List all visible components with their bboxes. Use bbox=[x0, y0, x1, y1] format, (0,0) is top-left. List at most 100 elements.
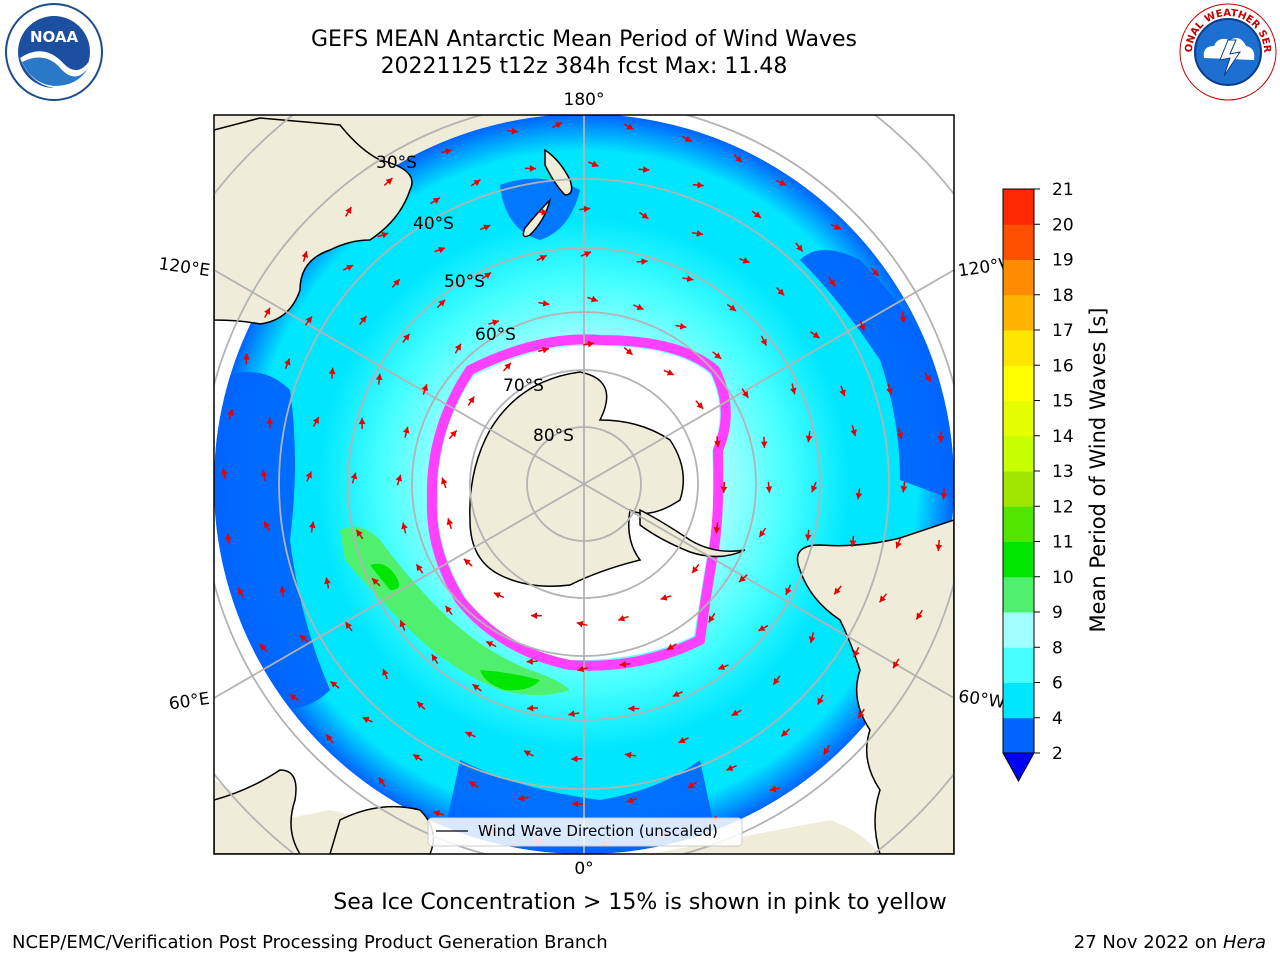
wave-direction-arrowhead bbox=[692, 566, 699, 574]
wave-direction-arrowhead bbox=[517, 794, 525, 802]
wave-direction-arrowhead bbox=[299, 635, 307, 642]
wave-direction-arrowhead bbox=[524, 750, 531, 757]
noaa-logo: NOAA bbox=[5, 3, 103, 101]
wave-direction-arrowhead bbox=[345, 622, 352, 629]
wave-direction-arrowhead bbox=[441, 477, 448, 485]
wave-direction-arrowhead bbox=[790, 387, 797, 395]
colorbar-tick-label: 11 bbox=[1052, 533, 1074, 553]
colorbar-tick-label: 16 bbox=[1052, 356, 1074, 376]
wave-direction-arrowhead bbox=[305, 471, 312, 479]
wave-direction-arrowhead bbox=[660, 594, 668, 601]
wave-direction-arrowhead bbox=[330, 681, 338, 688]
colorbar-segment bbox=[1003, 682, 1034, 719]
svg-text:NOAA: NOAA bbox=[30, 28, 79, 46]
wave-direction-arrowhead bbox=[839, 389, 846, 397]
wave-direction-arrowhead bbox=[264, 307, 271, 315]
wave-direction-arrowhead bbox=[817, 697, 824, 705]
wave-direction-arrowhead bbox=[729, 304, 737, 311]
short-period-region-east bbox=[800, 250, 954, 500]
wave-direction-arrowhead bbox=[417, 701, 424, 709]
wave-direction-arrowhead bbox=[718, 663, 725, 670]
wave-direction-arrowhead bbox=[808, 636, 816, 644]
wave-direction-arrowhead bbox=[542, 346, 549, 354]
wave-direction-arrowhead bbox=[672, 690, 680, 697]
wave-direction-arrowhead bbox=[473, 179, 481, 186]
colorbar-segment bbox=[1003, 506, 1034, 542]
wave-direction-arrowhead bbox=[811, 485, 818, 493]
wave-direction-arrowhead bbox=[684, 135, 692, 142]
colorbar-segment bbox=[1003, 259, 1034, 296]
wave-direction-arrowhead bbox=[686, 275, 694, 282]
wave-direction-arrowhead bbox=[468, 396, 475, 404]
wave-direction-arrowhead bbox=[326, 734, 333, 742]
colorbar-segment bbox=[1003, 576, 1034, 613]
wave-direction-arrowhead bbox=[243, 353, 250, 360]
wave-direction-arrowhead bbox=[472, 684, 480, 691]
lat-label-80s: 80°S bbox=[533, 426, 574, 446]
wave-direction-arrowhead bbox=[378, 777, 385, 785]
long-period-region bbox=[340, 526, 570, 695]
colorbar: 2 4 6 8 9 10 11 12 13 14 15 16 17 18 19 20 21 bbox=[1002, 180, 1074, 783]
wave-direction-arrowhead bbox=[484, 272, 492, 279]
colorbar-tick-label: 21 bbox=[1052, 180, 1074, 200]
map-legend: Wind Wave Direction (unscaled) bbox=[427, 817, 743, 847]
wave-direction-arrowhead bbox=[858, 324, 866, 331]
wave-direction-arrowhead bbox=[305, 316, 312, 324]
wave-direction-arrowhead bbox=[853, 650, 860, 658]
wave-direction-arrowhead bbox=[624, 751, 632, 759]
wave-direction-arrowhead bbox=[696, 402, 704, 409]
wave-direction-arrowhead bbox=[413, 754, 421, 761]
wave-direction-arrowhead bbox=[492, 319, 499, 326]
wave-direction-arrowhead bbox=[777, 288, 785, 296]
lon-label-120e: 120°E bbox=[157, 254, 211, 281]
wave-direction-arrowhead bbox=[576, 620, 584, 628]
wave-direction-arrowhead bbox=[395, 474, 403, 482]
wave-direction-arrowhead bbox=[858, 711, 865, 719]
colorbar-tick-label: 10 bbox=[1052, 568, 1074, 588]
wave-direction-arrowhead bbox=[742, 257, 750, 264]
colorbar-title: Mean Period of Wind Waves [s] bbox=[1086, 308, 1110, 633]
wave-direction-arrowhead bbox=[628, 705, 635, 712]
colorbar-segment bbox=[1003, 294, 1034, 331]
wave-direction-arrowhead bbox=[785, 587, 792, 595]
colorbar-tick-label: 6 bbox=[1052, 674, 1063, 694]
wave-direction-arrowhead bbox=[823, 747, 830, 755]
africa bbox=[214, 769, 301, 854]
lon-label-60w: 60°W bbox=[957, 687, 1006, 713]
wave-direction-arrowhead bbox=[372, 578, 379, 585]
wave-direction-arrowhead bbox=[324, 577, 331, 585]
wave-direction-arrowhead bbox=[445, 605, 452, 613]
wave-direction-arrowhead bbox=[641, 212, 649, 219]
wave-direction-arrowhead bbox=[555, 122, 563, 129]
wave-direction-arrowhead bbox=[571, 755, 578, 763]
wave-direction-arrowhead bbox=[401, 522, 408, 530]
colorbar-segment bbox=[1003, 189, 1034, 225]
wave-direction-arrowhead bbox=[896, 432, 904, 439]
wave-direction-arrowhead bbox=[679, 323, 687, 330]
wave-direction-arrowhead bbox=[301, 251, 309, 258]
colorbar-segment bbox=[1003, 717, 1034, 754]
lon-label-60e: 60°E bbox=[168, 689, 211, 714]
wave-direction-arrowhead bbox=[445, 148, 452, 155]
wave-direction-arrowhead bbox=[438, 299, 446, 307]
wave-direction-arrowhead bbox=[625, 348, 633, 355]
wave-direction-arrowhead bbox=[225, 533, 232, 540]
wave-direction-arrowhead bbox=[309, 521, 316, 529]
wave-direction-arrowhead bbox=[641, 258, 648, 265]
colorbar-segment bbox=[1003, 471, 1034, 507]
wave-direction-arrowhead bbox=[360, 316, 367, 323]
wave-direction-arrowhead bbox=[289, 694, 297, 701]
sea-ice-caption: Sea Ice Concentration > 15% is shown in … bbox=[333, 890, 947, 915]
wave-direction-arrowhead bbox=[935, 544, 943, 551]
lon-label-0: 0° bbox=[574, 859, 593, 879]
wave-direction-arrowhead bbox=[385, 178, 393, 185]
wave-direction-arrowhead bbox=[720, 486, 728, 493]
wave-direction-arrowhead bbox=[486, 641, 494, 648]
wave-direction-arrowhead bbox=[696, 230, 703, 237]
wave-direction-arrowhead bbox=[687, 782, 695, 789]
legend-label: Wind Wave Direction (unscaled) bbox=[478, 822, 718, 840]
wave-direction-arrowhead bbox=[626, 797, 634, 804]
wave-direction-arrowhead bbox=[773, 677, 780, 685]
south-america bbox=[796, 519, 954, 854]
wave-direction-arrowhead bbox=[483, 224, 491, 231]
